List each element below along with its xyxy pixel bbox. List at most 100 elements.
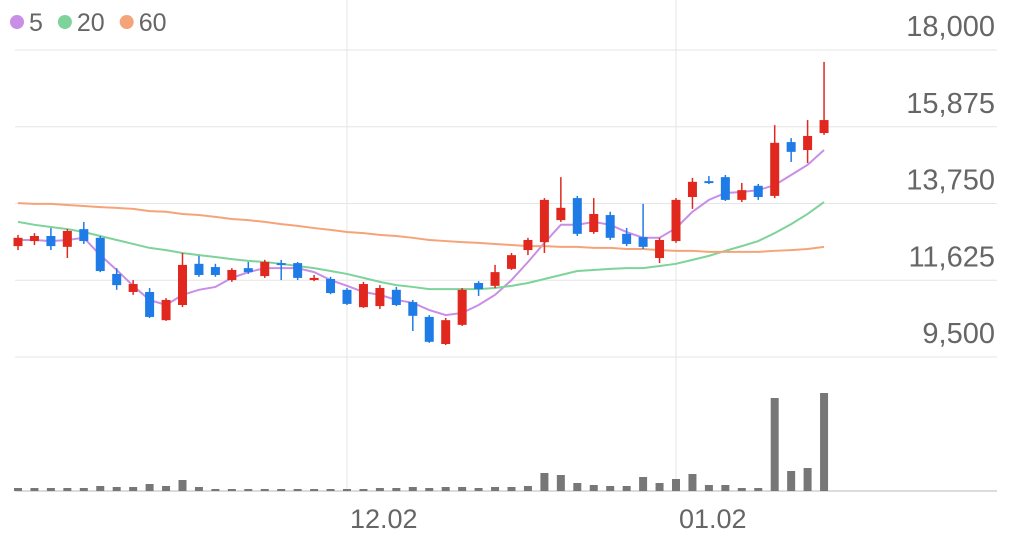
candle-body [161, 299, 171, 321]
candle-body [671, 199, 681, 242]
candle-body [490, 272, 500, 286]
volume-bar [606, 486, 615, 491]
volume-bar [244, 489, 253, 491]
volume-bar [639, 477, 648, 491]
candle-body [95, 237, 105, 272]
y-tick-label: 15,875 [906, 88, 995, 120]
candle-body [523, 239, 533, 251]
candle-body [720, 177, 730, 200]
ma-line [17, 201, 825, 291]
volume-bar [293, 489, 302, 491]
candle-body [145, 291, 155, 317]
candle-body [803, 135, 813, 151]
candle-body [687, 181, 697, 197]
volume-bar [194, 487, 203, 491]
volume-bar [79, 488, 88, 491]
candle-body [539, 199, 549, 243]
candle-body [474, 282, 484, 290]
candle-body [655, 239, 665, 259]
volume-bar [820, 393, 829, 491]
volume-bar [474, 488, 483, 491]
volume-bar [375, 488, 384, 491]
volume-bar [754, 488, 763, 491]
candle-body [737, 190, 747, 200]
candle-body [391, 289, 401, 305]
y-tick-label: 18,000 [906, 11, 995, 43]
volume-bar [589, 485, 598, 491]
x-tick-label: 12.02 [350, 504, 418, 534]
volume-bar [211, 489, 220, 491]
volume-bar [129, 487, 138, 491]
candle-body [441, 320, 451, 344]
volume-bar [573, 483, 582, 491]
candle-body [704, 181, 714, 184]
volume-bar [343, 489, 351, 491]
candle-body [605, 215, 615, 238]
candle-body [342, 289, 352, 304]
volume-bar [14, 488, 22, 491]
candle-body [62, 230, 72, 247]
candle-body [260, 262, 270, 277]
legend-marker [119, 15, 134, 29]
volume-bar [162, 486, 171, 491]
candle-body [424, 316, 434, 342]
volume-bar [408, 487, 417, 491]
candle-body [638, 237, 648, 247]
candle-body [243, 268, 253, 273]
volume-bar [540, 473, 549, 491]
y-tick-label: 13,750 [906, 165, 995, 197]
volume-bar [458, 487, 467, 491]
candle-body [13, 237, 23, 247]
volume-bar [556, 475, 565, 491]
volume-bar [441, 487, 450, 491]
volume-bar [688, 474, 697, 491]
candle-body [622, 233, 632, 244]
legend-marker [57, 15, 72, 29]
volume-bar [310, 489, 319, 491]
volume-bar [704, 485, 713, 491]
volume-bar [112, 487, 121, 491]
volume-bar [277, 489, 286, 491]
candle-body [556, 207, 566, 221]
volume-bar [46, 488, 55, 491]
volume-bar [507, 487, 516, 491]
volume-bar [425, 488, 434, 491]
volume-bar [30, 488, 39, 491]
candle-body [46, 236, 56, 247]
candle-body [178, 264, 187, 305]
legend-marker [10, 15, 24, 29]
candle-body [210, 267, 220, 276]
candle-body [112, 273, 122, 286]
volume-bar [392, 488, 401, 491]
volume-bar [655, 483, 664, 491]
candle-body [589, 213, 599, 233]
volume-bar [770, 398, 779, 491]
candle-body [128, 284, 138, 292]
y-tick-label: 9,500 [922, 318, 995, 350]
volume-bar [803, 468, 812, 491]
volume-bar [260, 489, 269, 491]
candle-body [293, 263, 303, 278]
candle-body [753, 185, 763, 197]
volume-bar [737, 488, 746, 491]
legend-label: 5 [29, 9, 43, 37]
volume-bar [523, 486, 532, 491]
candle-body [358, 284, 368, 308]
candle-body [457, 289, 467, 325]
x-tick-label: 01.02 [679, 504, 747, 534]
ma-line [18, 149, 825, 317]
y-tick-label: 11,625 [908, 241, 995, 273]
volume-bar [622, 486, 631, 491]
volume-bar [145, 484, 154, 491]
candle-body [770, 142, 780, 196]
candle-body [408, 302, 418, 316]
candle-body [786, 142, 796, 152]
candle-body [572, 198, 582, 234]
candle-body [227, 269, 237, 281]
candle-body [276, 263, 286, 266]
volume-bar [672, 479, 680, 491]
volume-bar [96, 486, 105, 491]
legend-label: 20 [77, 9, 105, 37]
volume-bar [359, 489, 368, 491]
